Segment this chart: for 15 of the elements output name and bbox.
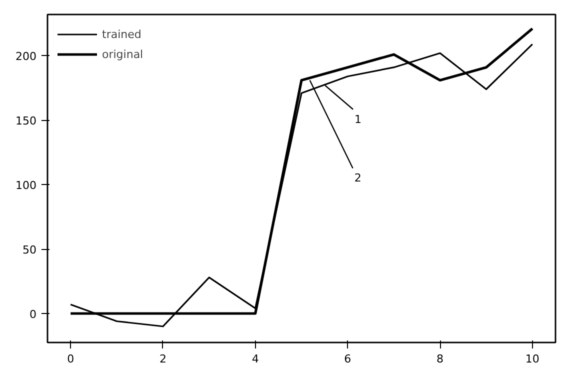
y-tick-label: 0 xyxy=(30,308,36,321)
x-tick-label: 8 xyxy=(436,352,444,366)
x-tick-label: 6 xyxy=(344,352,352,366)
annotation: 2 xyxy=(354,172,362,185)
legend-label: original xyxy=(102,48,144,60)
y-tick-label: 200 xyxy=(16,50,37,64)
x-tick-label: 0 xyxy=(67,352,74,366)
x-tick-label: 2 xyxy=(159,352,166,366)
y-tick-label: 50 xyxy=(22,244,37,257)
y-tick-label: 100 xyxy=(16,179,37,192)
x-tick-label: 4 xyxy=(252,352,259,366)
legend-label: trained xyxy=(102,28,142,40)
annotation: 1 xyxy=(354,112,362,126)
x-tick-label: 10 xyxy=(525,352,540,366)
y-tick-label: 150 xyxy=(16,114,37,128)
